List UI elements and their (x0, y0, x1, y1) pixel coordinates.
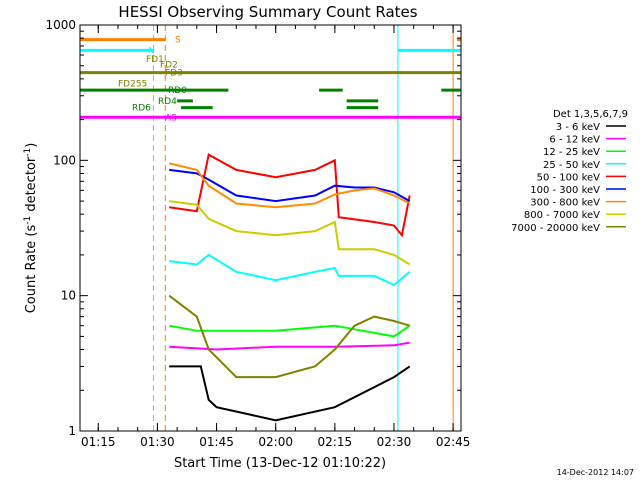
series-line-4 (169, 153, 411, 238)
y-tick-label-3: 1000 (45, 18, 76, 32)
chart-title: HESSI Observing Summary Count Rates (118, 3, 417, 21)
legend-label-3: 25 - 50 keV (543, 160, 600, 171)
legend-label-1: 6 - 12 keV (549, 135, 600, 146)
y-tick-label-1: 10 (61, 289, 76, 303)
legend-label-6: 300 - 800 keV (530, 198, 600, 209)
plot-frame (79, 24, 462, 432)
state-label-s: S (175, 36, 181, 46)
state-label-rd0: RD0 (168, 86, 187, 96)
legend-label-4: 50 - 100 keV (537, 172, 601, 183)
series-line-8 (168, 294, 410, 379)
legend-label-5: 100 - 300 keV (530, 185, 600, 196)
x-tick-label-5: 02:30 (377, 435, 412, 449)
state-label-as: AS (165, 113, 177, 123)
x-tick-label-2: 01:45 (199, 435, 234, 449)
state-label-fd2: FD2 (160, 61, 178, 71)
legend-label-0: 3 - 6 keV (556, 122, 600, 133)
legend-label-8: 7000 - 20000 keV (511, 223, 600, 234)
series-line-7 (169, 200, 411, 266)
x-tick-label-0: 01:15 (81, 435, 116, 449)
series-line-6 (168, 162, 411, 209)
state-label-fd255: FD255 (118, 79, 147, 89)
legend-title: Det 1,3,5,6,7,9 (553, 109, 628, 120)
x-tick-label-3: 02:00 (258, 435, 293, 449)
series-line-0 (169, 365, 411, 422)
series-line-3 (169, 253, 411, 287)
state-label-rd6: RD6 (132, 104, 151, 114)
footer-timestamp: 14-Dec-2012 14:07 (557, 468, 634, 477)
state-label-rd4: RD4 (158, 97, 177, 107)
y-axis-title: Count Rate (s-1 detector-1) (23, 143, 39, 314)
series-line-5 (169, 168, 411, 203)
state-label-n: N (148, 46, 155, 56)
state-label-fd1: FD1 (146, 55, 164, 65)
y-tick-label-2: 100 (53, 153, 76, 167)
x-axis-title: Start Time (13-Dec-12 01:10:22) (174, 456, 386, 471)
x-tick-label-1: 01:30 (140, 435, 175, 449)
legend-label-7: 800 - 7000 keV (524, 210, 600, 221)
state-label-fd3: FD3 (165, 69, 183, 79)
x-tick-label-4: 02:15 (318, 435, 353, 449)
legend-label-2: 12 - 25 keV (543, 147, 600, 158)
y-tick-label-0: 1 (68, 424, 76, 438)
series-line-1 (169, 341, 410, 351)
series-line-2 (169, 324, 411, 338)
x-tick-label-6: 02:45 (436, 435, 471, 449)
